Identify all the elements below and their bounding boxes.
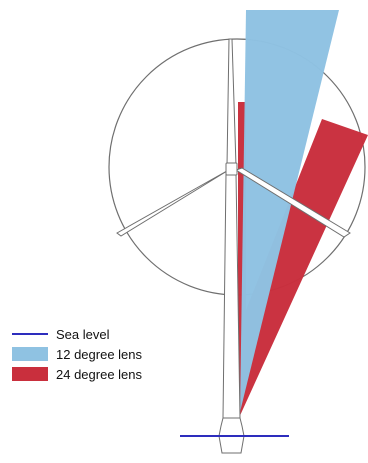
legend-item-12-degree: 12 degree lens <box>12 344 202 364</box>
lens-24-degree-beam <box>238 102 368 420</box>
legend-label-sea-level: Sea level <box>56 326 110 342</box>
legend-item-sea-level: Sea level <box>12 324 202 344</box>
turbine-nacelle <box>225 162 238 176</box>
blade-up <box>226 38 237 167</box>
lens-12-degree-beam <box>240 10 339 412</box>
turbine-tower <box>222 173 241 419</box>
legend: Sea level 12 degree lens 24 degree lens <box>12 324 202 384</box>
legend-label-12-degree: 12 degree lens <box>56 346 143 362</box>
lens-12-swatch <box>12 347 48 361</box>
legend-label-24-degree: 24 degree lens <box>56 366 143 382</box>
legend-item-24-degree: 24 degree lens <box>12 364 202 384</box>
sea-level-swatch <box>12 333 48 335</box>
blade-right <box>234 167 351 238</box>
lens-24-swatch <box>12 367 48 381</box>
blade-left <box>116 167 233 237</box>
